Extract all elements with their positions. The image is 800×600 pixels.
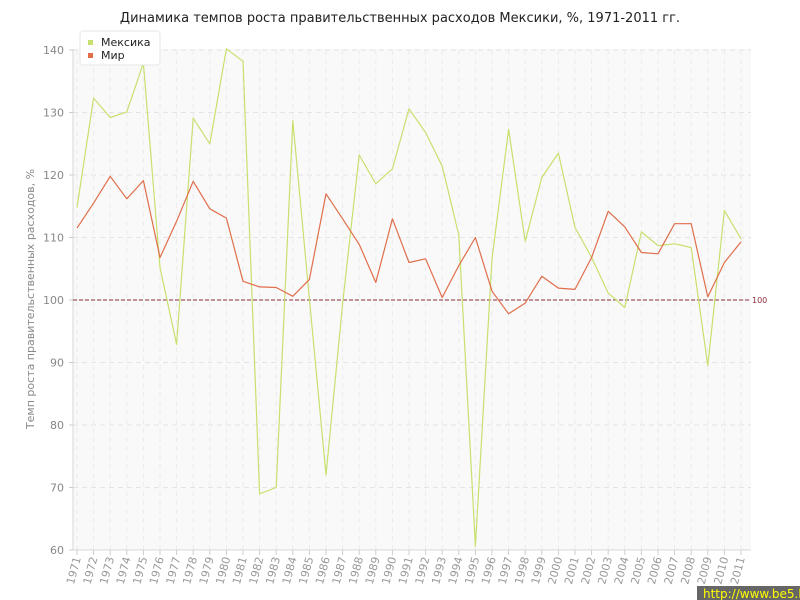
y-tick-label: 140 (43, 44, 64, 57)
y-tick-label: 80 (50, 419, 64, 432)
series-line-world (76, 175, 742, 315)
y-tick-label: 70 (50, 482, 64, 495)
y-tick-label: 120 (43, 169, 64, 182)
y-tick-label: 130 (43, 107, 64, 120)
y-axis-label: Темп роста правительственных расходов, % (24, 169, 37, 430)
legend-swatch-mexico (88, 40, 93, 45)
watermark-background (697, 586, 800, 600)
y-tick-label: 100 (43, 294, 64, 307)
y-tick-label: 110 (43, 232, 64, 245)
watermark: http://www.be5.biz/ (697, 586, 800, 600)
chart-title: Динамика темпов роста правительственных … (120, 11, 680, 26)
reference-line-label: 100 (752, 296, 767, 305)
legend-label-world: Мир (101, 49, 125, 62)
reference-line-group: 100 (73, 296, 767, 305)
watermark-text: http://www.be5.biz/ (703, 587, 800, 600)
legend-label-mexico: Мексика (101, 36, 150, 49)
series-group (76, 48, 742, 547)
legend-swatch-world (88, 53, 93, 58)
legend: Мексика Мир (79, 30, 161, 66)
y-tick-label: 60 (50, 544, 64, 557)
y-tick-labels: 60 70 80 90 100 110 120 130 140 (43, 44, 73, 557)
legend-box (79, 30, 161, 66)
y-tick-label: 90 (50, 357, 64, 370)
